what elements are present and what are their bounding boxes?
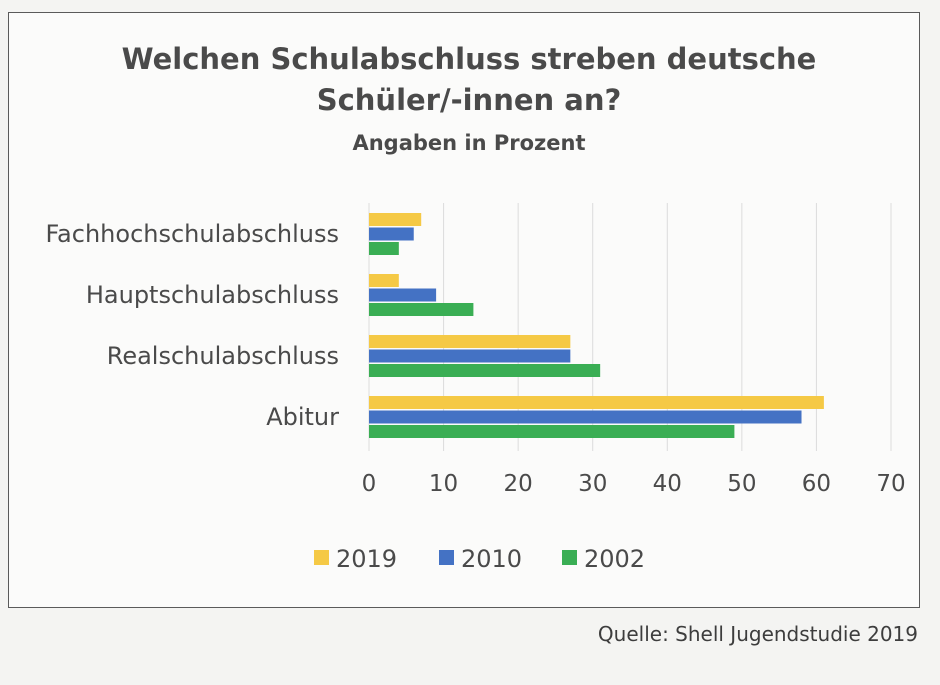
chart-frame: Welchen Schulabschluss streben deutsche … [8, 12, 920, 608]
legend-swatch-2002 [562, 550, 577, 565]
bar-2019-abitur [369, 396, 824, 409]
x-tick-label: 40 [653, 471, 682, 497]
category-label: Hauptschulabschluss [86, 281, 339, 309]
gridlines [368, 203, 892, 451]
category-label: Abitur [266, 403, 339, 431]
x-tick-label: 10 [429, 471, 458, 497]
legend-label-2002: 2002 [584, 545, 645, 573]
x-tick-label: 20 [504, 471, 533, 497]
bar-chart: Welchen Schulabschluss streben deutsche … [45, 42, 906, 573]
category-label: Realschulabschluss [107, 342, 339, 370]
category-label: Fachhochschulabschluss [45, 220, 339, 248]
legend: 2019 2010 2002 [314, 545, 645, 573]
chart-title-line-1: Welchen Schulabschluss streben deutsche [122, 42, 817, 76]
chart-title-line-2: Schüler/-innen an? [317, 83, 622, 117]
x-axis-ticks: 0 10 20 30 40 50 60 70 [362, 471, 906, 497]
x-tick-label: 30 [578, 471, 607, 497]
bar-2002-realschulabschluss [369, 364, 601, 377]
bar-2010-realschulabschluss [369, 349, 571, 363]
x-tick-label: 60 [802, 471, 831, 497]
bar-2002-hauptschulabschluss [369, 303, 474, 316]
bar-2019-hauptschulabschluss [369, 274, 399, 287]
legend-swatch-2019 [314, 550, 329, 565]
bars [369, 213, 824, 438]
legend-label-2019: 2019 [336, 545, 397, 573]
bar-2010-abitur [369, 410, 802, 424]
x-tick-label: 70 [876, 471, 905, 497]
bar-2002-fachhochschulabschluss [369, 242, 399, 255]
chart-subtitle: Angaben in Prozent [352, 131, 585, 155]
bar-2002-abitur [369, 425, 735, 438]
x-tick-label: 50 [727, 471, 756, 497]
source-note: Quelle: Shell Jugendstudie 2019 [597, 622, 918, 646]
x-tick-label: 0 [362, 471, 377, 497]
bar-2019-realschulabschluss [369, 335, 571, 348]
legend-swatch-2010 [439, 550, 454, 565]
bar-2010-hauptschulabschluss [369, 288, 437, 302]
legend-label-2010: 2010 [461, 545, 522, 573]
category-labels: Fachhochschulabschluss Hauptschulabschlus… [45, 220, 339, 431]
bar-2019-fachhochschulabschluss [369, 213, 422, 226]
bar-2010-fachhochschulabschluss [369, 227, 414, 241]
